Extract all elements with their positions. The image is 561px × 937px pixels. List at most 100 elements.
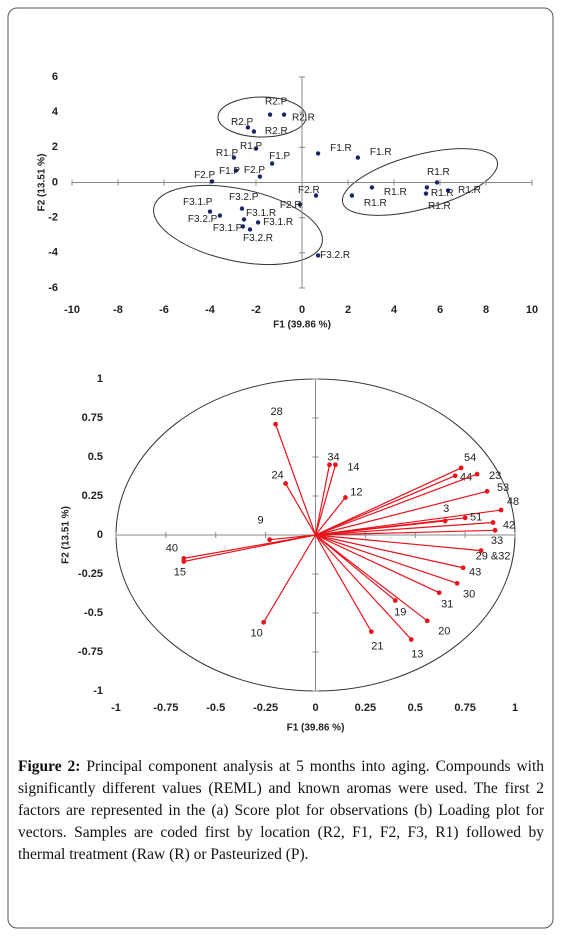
point-label: 33	[491, 535, 503, 547]
vector	[315, 467, 462, 536]
point	[281, 112, 287, 117]
y-tick-label: 0.5	[88, 451, 103, 463]
point-label: F3.2.R	[320, 250, 350, 261]
point	[424, 618, 430, 624]
point-label: F3.1.R	[263, 217, 293, 228]
point	[267, 537, 273, 543]
vector	[315, 509, 502, 536]
point	[452, 473, 458, 479]
x-tick-label: -0.5	[206, 702, 225, 714]
point	[231, 155, 237, 160]
point	[424, 185, 430, 190]
point	[261, 619, 267, 625]
point	[408, 637, 414, 642]
vector	[285, 483, 317, 536]
point	[442, 518, 448, 524]
x-tick-label: -6	[159, 304, 169, 316]
vector	[314, 464, 337, 536]
vector	[315, 517, 466, 536]
point	[283, 481, 288, 486]
vector	[183, 534, 316, 563]
point	[209, 179, 215, 184]
point	[343, 495, 348, 500]
point-label: R2.P	[265, 96, 288, 107]
point	[492, 527, 498, 533]
point-label: 31	[441, 599, 453, 611]
point-label: F1.P	[219, 166, 240, 177]
point	[484, 488, 490, 494]
point-label: F3.1.P	[183, 197, 213, 208]
point-label: 53	[497, 482, 509, 494]
y-axis-title: F2 (13.51 %)	[61, 506, 72, 564]
x-tick-label: 1	[512, 702, 518, 714]
point	[217, 213, 223, 218]
point	[273, 421, 278, 427]
x-tick-label: -10	[64, 304, 80, 316]
point-label: F3.2.R	[243, 233, 273, 244]
point-label: F2.R	[298, 185, 320, 196]
point	[257, 174, 263, 179]
y-tick-label: 0	[52, 176, 58, 188]
point	[474, 471, 480, 477]
point-label: R1.P	[216, 148, 239, 159]
cluster-ellipse	[153, 185, 323, 265]
point	[269, 161, 275, 166]
vector	[263, 534, 317, 623]
y-tick-label: 0	[97, 529, 103, 541]
point-label: 34	[327, 452, 339, 464]
x-tick-label: 10	[526, 304, 538, 316]
point	[490, 520, 496, 525]
vector	[315, 534, 482, 552]
cluster-ellipse	[217, 96, 307, 138]
point-label: F3.2.P	[229, 192, 259, 203]
x-tick-label: 0	[312, 702, 318, 714]
point-label: R1.R	[431, 188, 454, 199]
x-tick-label: 0.5	[408, 702, 423, 714]
point	[315, 253, 321, 258]
point	[247, 227, 253, 232]
x-tick-label: 0	[299, 304, 305, 316]
point	[233, 168, 239, 173]
point	[355, 155, 361, 160]
vector	[315, 534, 428, 622]
vector	[314, 464, 331, 536]
point	[498, 507, 504, 513]
point	[458, 465, 464, 471]
frame	[7, 7, 554, 929]
point-label: R2.P	[231, 117, 254, 128]
point-label: 29 &32	[476, 551, 511, 563]
point-label: F2.P	[194, 170, 215, 181]
point-label: R1.R	[427, 167, 450, 178]
point	[245, 125, 251, 130]
point	[333, 462, 338, 468]
point-label: R1.P	[240, 141, 263, 152]
point	[349, 193, 355, 198]
point	[445, 188, 451, 193]
x-tick-label: 4	[391, 304, 398, 316]
y-tick-label: -1	[93, 685, 103, 697]
point-label: 28	[270, 406, 282, 418]
point-label: 24	[271, 469, 283, 481]
y-tick-label: 6	[52, 71, 58, 83]
point-label: 12	[350, 486, 362, 498]
point-label: F1.R	[330, 143, 352, 154]
point-label: R1.R	[428, 201, 451, 212]
point-label: 44	[460, 472, 472, 484]
point	[251, 129, 257, 134]
point-label: 30	[463, 588, 475, 600]
point	[253, 146, 259, 151]
y-axis-title: F2 (13.51 %)	[37, 154, 48, 212]
vector	[315, 473, 478, 536]
point-label: 13	[411, 648, 423, 660]
point-label: R1.R	[384, 187, 407, 198]
y-tick-label: 0.25	[82, 490, 103, 502]
y-tick-label: -6	[48, 282, 58, 294]
point	[297, 202, 303, 207]
point	[423, 191, 429, 196]
point-label: F1.R	[370, 147, 392, 158]
point-label: 14	[347, 462, 359, 474]
point	[207, 209, 213, 214]
point-label: 54	[464, 452, 476, 464]
point	[369, 185, 375, 190]
point-label: 15	[174, 566, 186, 578]
